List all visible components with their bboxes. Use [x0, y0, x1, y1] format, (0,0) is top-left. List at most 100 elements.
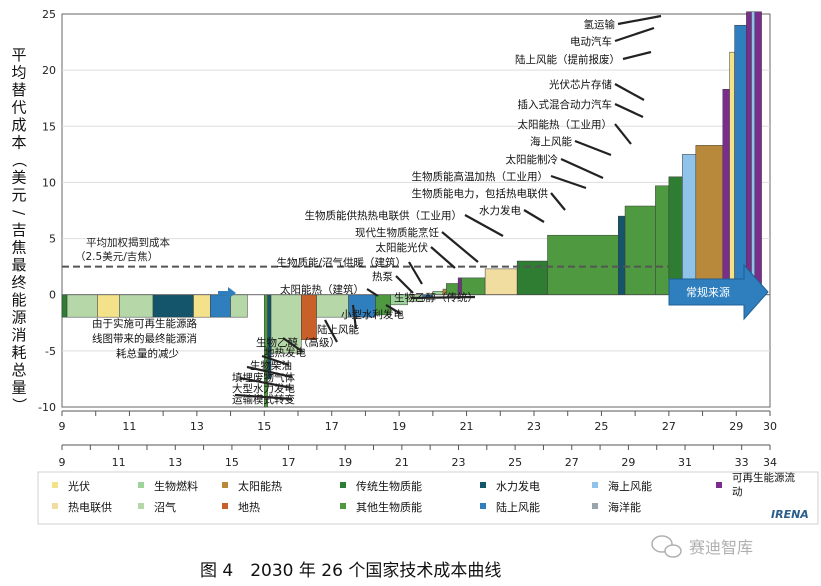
annotation-leader — [324, 319, 338, 343]
x-tick-label: 11 — [112, 456, 126, 469]
annotation-label: 太阳能热（建筑） — [280, 283, 364, 296]
x-tick-label: 17 — [282, 456, 296, 469]
y-axis-title-char: 耗 — [11, 344, 26, 362]
legend-box — [37, 471, 819, 525]
reduction-note-line: 线图带来的最终能源消 — [92, 332, 197, 345]
annotation-leader — [523, 209, 545, 223]
annotation-label: 太阳能热（工业用） — [518, 118, 613, 131]
cost-bar — [734, 24, 747, 295]
annotation-label: 热泵 — [372, 270, 393, 283]
y-axis-title-char: / — [10, 210, 28, 216]
annotation-leader — [282, 337, 304, 353]
legend-label: 动 — [732, 486, 743, 498]
annotation-leader — [560, 157, 604, 180]
y-axis-title-char: 终 — [11, 274, 26, 292]
legend-label: 热电联供 — [68, 500, 112, 514]
legend-label: 可再生能源流 — [732, 471, 795, 484]
legend-label: 传统生物质能 — [356, 479, 422, 493]
annotation-label: 插入式混合动力汽车 — [518, 98, 613, 111]
legend-label: 海上风能 — [608, 479, 652, 493]
y-axis-title-char: 焦 — [11, 239, 26, 257]
annotation-leader — [441, 231, 479, 263]
x-tick-label: 15 — [225, 456, 239, 469]
cost-bar — [729, 51, 735, 295]
x-tick-label: 19 — [338, 456, 352, 469]
annotation-leader — [395, 275, 414, 294]
x-tick-label: 21 — [395, 456, 409, 469]
x-tick-label: 30 — [763, 420, 777, 433]
legend-swatch — [52, 482, 58, 488]
annotation-label: 陆上风能 — [317, 323, 359, 336]
y-tick-label: 5 — [49, 233, 56, 246]
legend-swatch — [340, 503, 346, 509]
x-tick-label: 9 — [59, 456, 66, 469]
annotation-label: 生物乙醇（高级） — [256, 336, 340, 349]
legend-swatch — [716, 482, 722, 488]
x-tick-label: 31 — [678, 456, 692, 469]
x-tick-label: 11 — [122, 420, 136, 433]
legend-swatch — [480, 482, 486, 488]
legend-swatch — [340, 482, 346, 488]
annotation-leader — [622, 50, 652, 61]
x-tick-label: 23 — [451, 456, 465, 469]
figure-caption: 图 4 2030 年 26 个国家技术成本曲线 — [200, 561, 501, 581]
cost-bar — [695, 145, 724, 295]
x-tick-label: 25 — [594, 420, 608, 433]
legend-swatch — [138, 503, 144, 509]
cost-bar — [301, 294, 317, 340]
annotation-leader — [464, 214, 504, 237]
legend-label: 生物燃料 — [154, 479, 198, 493]
legend-swatch — [592, 503, 598, 509]
y-axis-title-char: 代 — [11, 99, 26, 117]
annotation-leader — [408, 261, 423, 285]
legend-swatch — [138, 482, 144, 488]
watermark-text: 赛迪智库 — [689, 538, 753, 557]
legend-swatch — [592, 482, 598, 488]
y-tick-label: -10 — [38, 401, 56, 414]
x-tick-label: 25 — [508, 456, 522, 469]
annotation-leader — [246, 365, 293, 379]
cost-bar — [516, 260, 548, 295]
reduction-note-line: 由于实施可再生能源路 — [92, 317, 197, 330]
cost-bar — [152, 294, 194, 318]
annotation-leader — [617, 14, 662, 26]
x-tick-label: 23 — [527, 420, 541, 433]
annotation-leader — [574, 139, 612, 157]
cost-bar — [484, 268, 518, 295]
cost-bar — [624, 205, 656, 295]
y-axis-title-char: 消 — [11, 326, 26, 344]
x-tick-label: 9 — [59, 420, 66, 433]
annotation-leader — [385, 304, 402, 315]
cost-bar — [754, 11, 762, 295]
annotation-leader — [366, 288, 379, 297]
x-tick-label: 17 — [325, 420, 339, 433]
cost-bar — [722, 88, 730, 295]
annotation-label: 现代生物质能烹饪 — [355, 226, 439, 239]
cost-bar — [751, 11, 756, 295]
annotation-leader — [410, 295, 476, 300]
legend-swatch — [480, 503, 486, 509]
y-axis-title-char: 美 — [11, 169, 26, 187]
annotation-leader — [351, 304, 358, 330]
y-axis-title-char: 均 — [11, 64, 26, 82]
x-tick-label: 34 — [763, 456, 777, 469]
annotation-label: 生物质能高温加热（工业用） — [412, 170, 549, 183]
annotation-leader — [614, 83, 645, 101]
y-tick-label: 20 — [42, 64, 56, 77]
reduction-note-line: 耗总量的减少 — [116, 347, 179, 360]
y-tick-label: 25 — [42, 8, 56, 21]
legend-label: 太阳能热 — [238, 479, 282, 493]
cost-bar — [655, 185, 670, 295]
cost-bar — [210, 294, 231, 318]
y-tick-label: 15 — [42, 120, 56, 133]
annotation-leader — [261, 354, 290, 367]
annotation-label: 氢运输 — [584, 18, 616, 31]
cost-bar — [547, 234, 619, 295]
wechat-icon — [651, 535, 682, 558]
annotation-leader — [614, 26, 655, 43]
annotation-label: 生物质能/沼气供暖（建筑） — [276, 256, 406, 269]
legend-label: 其他生物质能 — [356, 500, 422, 514]
